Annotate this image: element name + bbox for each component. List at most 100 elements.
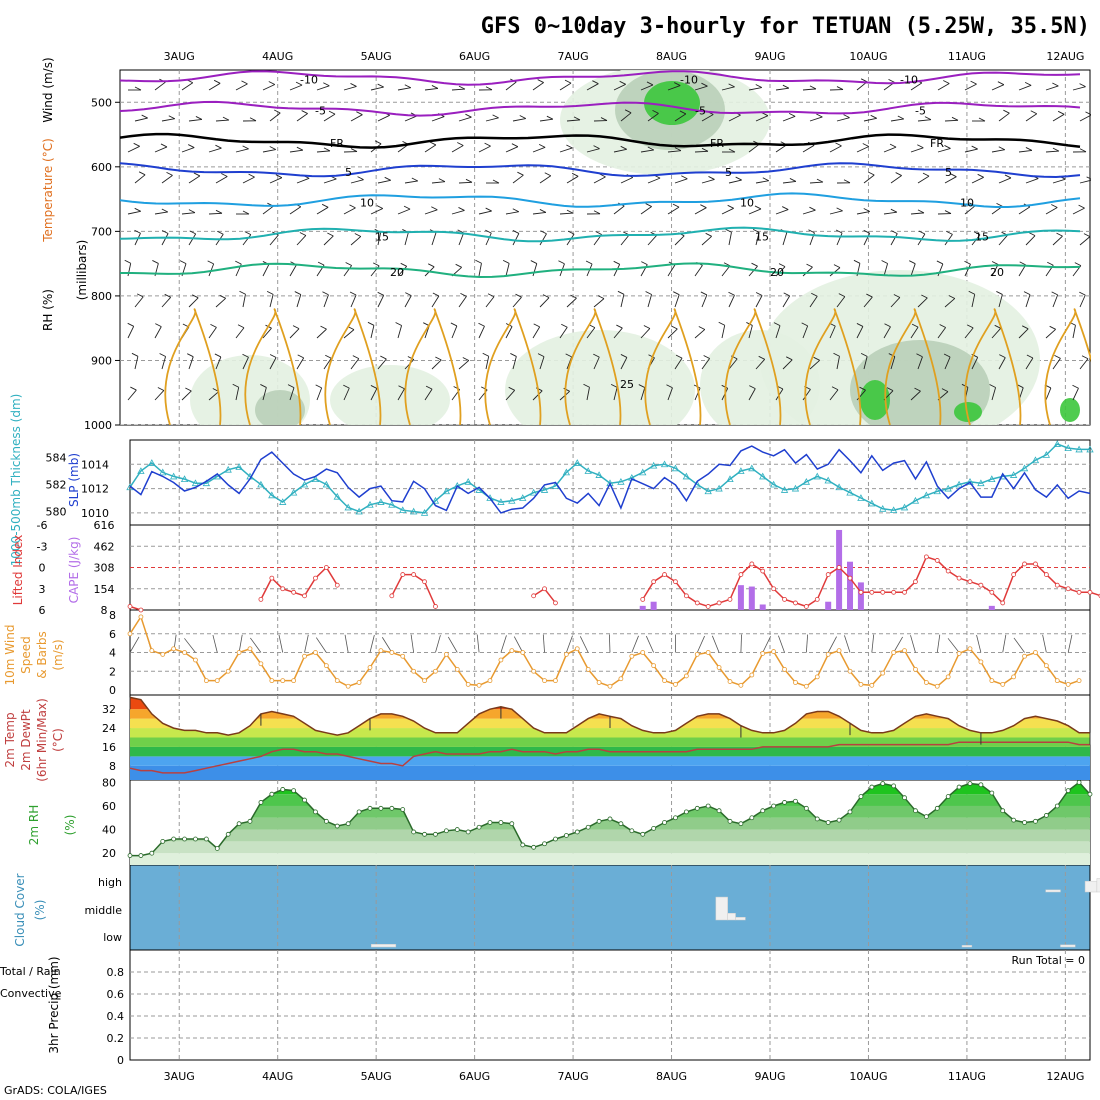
wind-barb-flag [778,263,786,268]
thickness-series-point [169,472,178,480]
rh2m-panel: 20 40 60 80 [102,776,1093,865]
wind-barb [262,84,275,91]
isotherm-line [120,262,1081,279]
thickness-series-point [508,496,516,504]
wind-barb [532,211,546,215]
wind-barb-flag [570,294,577,299]
wind-barb-flag [835,142,842,147]
wind-barb-flag [287,384,295,389]
wind-speed-series-point [836,648,842,654]
wind-barb-flag [978,117,986,122]
rh-shading-area [330,365,450,425]
wind-barb-flag [675,354,683,359]
wind-barb [127,389,137,401]
wind-barb [397,87,411,91]
date-labels-top: 3AUG 4AUG 5AUG 6AUG 7AUG 8AUG 9AUG 10AUG 11AUG 12… [164,50,1085,63]
upper-air-panel: -10 -10 -10 -5 -5 -5 FR FR FR 5 5 5 10 10 10 15 15 15 20 20… [120,70,1091,425]
rh-band [130,805,1090,818]
wind-barb-flag [465,113,472,118]
wind-barb [269,234,279,246]
lifted-index-series-point [662,572,667,577]
lifted-index-series-point [651,579,657,585]
wind-barb-flag [761,112,769,117]
date-label: 12AUG [1046,50,1084,63]
wind-barb [586,387,590,401]
wind-barb [1018,328,1029,339]
wind-barb [863,233,871,246]
wind-barb [316,85,330,91]
wind-speed-series-point [1054,678,1060,684]
rh2m-series-point [782,800,787,805]
wind-barb-flag [207,260,214,265]
wind-barb [565,635,573,653]
isotherm-line [120,100,1081,117]
wind-speed-series-point [913,666,918,672]
wind-barb [539,175,552,184]
wind-barb-flag [833,264,841,269]
wind-barb-flag [1081,355,1089,360]
wind-barb [1013,637,1025,653]
wind-barb-flag [1079,83,1086,88]
ylabel-rh: RH (%) [41,289,55,331]
lifted-index-series-point [989,589,995,595]
wind-speed-series-point [476,682,482,688]
wind-barb-flag [968,290,975,295]
wind-barb [883,263,889,277]
ylabel-temperature: Temperature (°C) [41,138,55,243]
wind-barb-flag [458,207,465,211]
rh2m-series-point [313,809,318,815]
wind-barb-flag [613,260,620,265]
wind-barb-flag [890,208,898,213]
wind-speed-series-point [443,651,449,657]
thickness-series-point [562,468,571,476]
wind-barb [188,175,201,184]
wind-barb [944,176,957,184]
thickness-series-point [879,504,887,512]
wind-barb-flag [268,81,275,85]
wind-barb [289,264,297,277]
wind-barb-flag [512,208,520,213]
slp-tick-label: 1010 [81,507,109,520]
wind-barb [613,327,623,339]
wind-barb [755,359,766,370]
wind-speed-series-point [291,678,297,684]
wind-barb-flag [195,116,203,120]
ylabel-temp: (6hr Min/Max) [35,698,49,782]
wind-barb [212,634,218,653]
wind-barb [539,297,550,308]
wind-barb [755,295,763,308]
wind-barb [370,388,378,401]
wind-barb-flag [296,146,304,151]
wind-barb [235,148,249,153]
isotherm-25-line [564,308,622,425]
wind-barb [755,232,760,246]
wind-barb-flag [537,353,545,358]
wind-barb [127,326,135,339]
rh-shading-area [505,330,695,425]
lifted-index-series-point [1087,589,1093,595]
wind-speed-series-point [1011,674,1017,680]
wind-speed-series-point [683,673,689,679]
isotherm-label: 10 [360,196,374,209]
wind-barb-flag [999,354,1006,359]
lifted-index-series-point [1043,572,1049,577]
wind-barb-flag [431,206,438,211]
rh2m-series-point [509,821,515,827]
rh2m-series-point [847,809,853,815]
cape-bar [988,605,995,610]
rh2m-series-point [945,794,951,799]
rh2m-series-point [280,787,286,792]
wind-barb [431,232,437,246]
rh-band [130,782,1090,795]
wind-barb [289,328,300,339]
wind-barb [721,265,731,277]
wind-barb-flag [301,110,308,114]
lifted-index-series-point [640,596,646,602]
wind-barb [559,82,572,91]
wind-barb [377,358,387,370]
chart-title: GFS 0~10day 3-hourly for TETUAN (5.25W, … [481,14,1090,39]
rh2m-series-point [1054,803,1060,809]
thickness-series-point [584,467,592,474]
lifted-index-series-point [978,582,984,588]
wind-barb-flag [222,116,230,121]
